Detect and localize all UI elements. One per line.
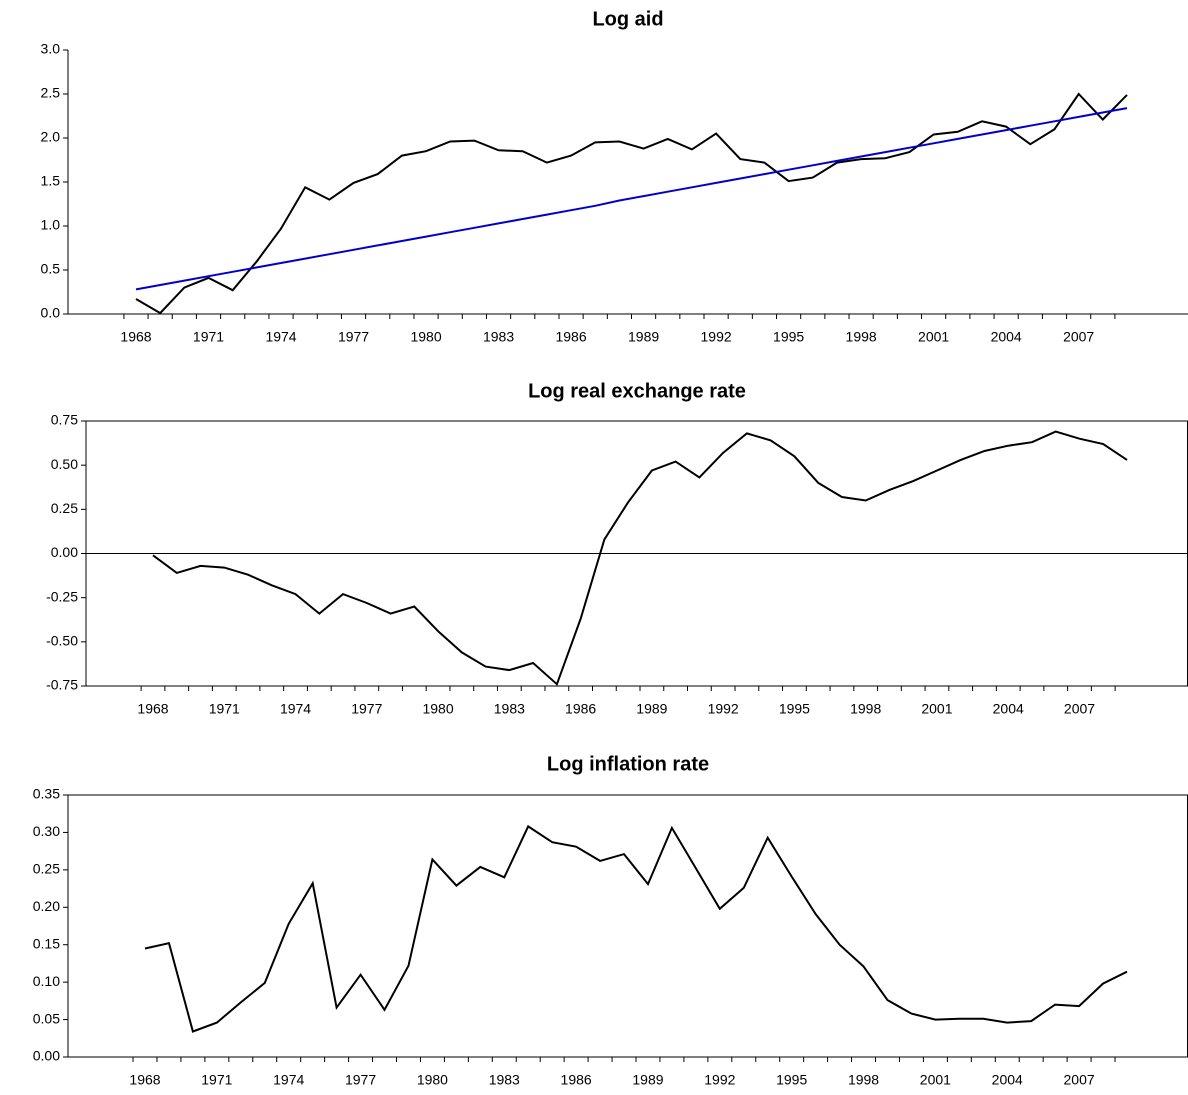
- x-tick-label: 1968: [120, 329, 151, 345]
- x-tick-label: 1989: [636, 701, 667, 717]
- series-line: [144, 824, 1128, 1033]
- series-line: [135, 107, 1128, 291]
- y-tick-label: 0.25: [33, 861, 60, 877]
- x-tick-label: 1992: [704, 1072, 735, 1088]
- x-tick-label: 1971: [201, 1072, 232, 1088]
- series-line: [135, 92, 1128, 315]
- x-tick-label: 1977: [345, 1072, 376, 1088]
- x-tick-label: 1983: [494, 701, 525, 717]
- y-tick-label: -0.75: [46, 677, 78, 693]
- y-tick-label: 0.25: [51, 500, 78, 516]
- chart-title: Log inflation rate: [547, 753, 709, 775]
- y-tick-label: 0.50: [51, 456, 78, 472]
- x-tick-label: 1977: [351, 701, 382, 717]
- x-tick-label: 1968: [129, 1072, 160, 1088]
- x-tick-label: 2007: [1064, 701, 1095, 717]
- y-tick-label: 0.75: [51, 412, 78, 428]
- y-tick-label: 1.5: [41, 173, 61, 189]
- x-tick-label: 1983: [489, 1072, 520, 1088]
- x-tick-label: 1992: [701, 329, 732, 345]
- y-tick-label: 0.0: [41, 305, 61, 321]
- y-tick-label: 0.20: [33, 898, 60, 914]
- x-tick-label: 1989: [632, 1072, 663, 1088]
- y-tick-label: 0.05: [33, 1010, 60, 1026]
- x-tick-label: 1974: [273, 1072, 304, 1088]
- x-tick-label: 1983: [483, 329, 514, 345]
- y-tick-label: 2.5: [41, 85, 61, 101]
- y-tick-label: 3.0: [41, 41, 61, 57]
- x-tick-label: 2004: [993, 701, 1024, 717]
- x-tick-label: 2007: [1063, 329, 1094, 345]
- y-tick-label: 0.00: [33, 1048, 60, 1064]
- x-tick-label: 1974: [280, 701, 311, 717]
- x-tick-label: 1980: [410, 329, 441, 345]
- y-tick-label: -0.25: [46, 588, 78, 604]
- x-tick-label: 1980: [417, 1072, 448, 1088]
- x-tick-label: 1980: [422, 701, 453, 717]
- y-tick-label: 2.0: [41, 129, 61, 145]
- x-tick-label: 1977: [338, 329, 369, 345]
- x-tick-label: 2007: [1064, 1072, 1095, 1088]
- y-tick-label: 0.35: [33, 786, 60, 802]
- x-tick-label: 1998: [850, 701, 881, 717]
- y-tick-label: -0.50: [46, 633, 78, 649]
- x-tick-label: 1992: [708, 701, 739, 717]
- x-tick-label: 1998: [846, 329, 877, 345]
- y-tick-label: 0.30: [33, 823, 60, 839]
- x-tick-label: 1995: [779, 701, 810, 717]
- y-tick-label: 0.00: [51, 544, 78, 560]
- chart-title: Log real exchange rate: [528, 380, 746, 402]
- x-tick-label: 1995: [773, 329, 804, 345]
- x-tick-label: 1998: [848, 1072, 879, 1088]
- x-tick-label: 2004: [991, 329, 1022, 345]
- y-tick-label: 0.5: [41, 261, 61, 277]
- series-line: [152, 430, 1128, 686]
- x-tick-label: 2001: [921, 701, 952, 717]
- x-tick-label: 1974: [265, 329, 296, 345]
- x-tick-label: 1995: [776, 1072, 807, 1088]
- x-tick-label: 1989: [628, 329, 659, 345]
- x-tick-label: 1986: [561, 1072, 592, 1088]
- x-tick-label: 1968: [137, 701, 168, 717]
- y-tick-label: 1.0: [41, 217, 61, 233]
- y-tick-label: 0.15: [33, 935, 60, 951]
- x-tick-label: 2004: [992, 1072, 1023, 1088]
- chart-title: Log aid: [592, 8, 663, 30]
- x-tick-label: 1971: [209, 701, 240, 717]
- x-tick-label: 2001: [918, 329, 949, 345]
- x-tick-label: 1986: [565, 701, 596, 717]
- x-tick-label: 2001: [920, 1072, 951, 1088]
- x-tick-label: 1986: [555, 329, 586, 345]
- x-tick-label: 1971: [193, 329, 224, 345]
- y-tick-label: 0.10: [33, 973, 60, 989]
